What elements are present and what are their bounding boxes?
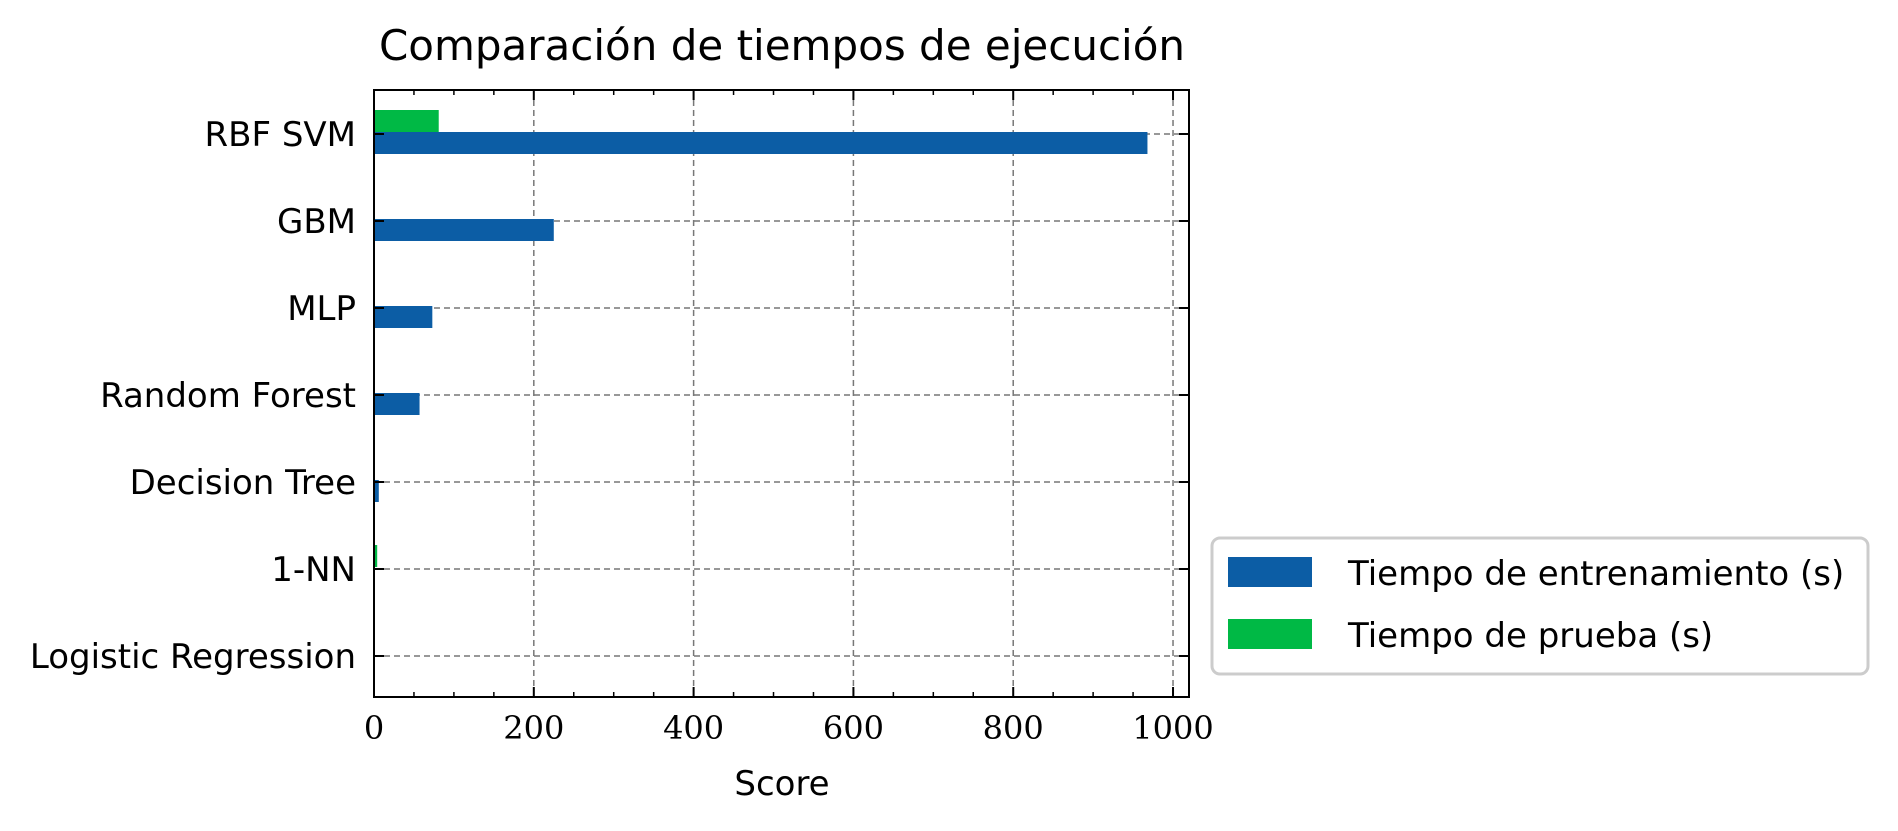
bar-test (374, 545, 378, 567)
x-tick-labels: 0 200 400 600 800 1000 (364, 709, 1214, 747)
legend-frame (1210, 536, 1870, 676)
bar-train (374, 480, 379, 502)
x-tick-label: 0 (364, 709, 384, 747)
plot-frame (373, 89, 1190, 698)
category-label: Random Forest (100, 376, 356, 416)
x-tick-label: 800 (983, 709, 1044, 747)
legend-label-train: Tiempo de entrenamiento (s) (1347, 554, 1844, 594)
x-tick-label: 600 (823, 709, 884, 747)
x-tick-label: 1000 (1132, 709, 1213, 747)
legend-label-test: Tiempo de prueba (s) (1347, 616, 1713, 656)
bar-train (374, 393, 420, 415)
category-label: GBM (277, 202, 356, 242)
category-label: MLP (287, 289, 356, 329)
bar-train (374, 132, 1148, 154)
legend-swatch-train (1228, 557, 1312, 587)
category-label: Logistic Regression (30, 637, 356, 677)
legend: Tiempo de entrenamiento (s) Tiempo de pr… (1210, 536, 1870, 676)
bar-test (374, 110, 439, 132)
bars (374, 110, 1148, 676)
category-label: Decision Tree (130, 463, 356, 503)
x-axis-label: Score (734, 764, 829, 804)
x-tick-label: 200 (503, 709, 564, 747)
bar-train (374, 306, 433, 328)
x-tick-label: 400 (663, 709, 724, 747)
category-label: 1-NN (271, 550, 356, 590)
category-label: RBF SVM (205, 115, 357, 155)
legend-swatch-test (1228, 619, 1312, 649)
bar-train (374, 219, 554, 241)
chart-title: Comparación de tiempos de ejecución (379, 21, 1185, 70)
category-labels: RBF SVM GBM MLP Random Forest Decision Tree 1… (30, 115, 356, 677)
grid-lines (374, 90, 1189, 697)
ticks (373, 90, 1189, 697)
